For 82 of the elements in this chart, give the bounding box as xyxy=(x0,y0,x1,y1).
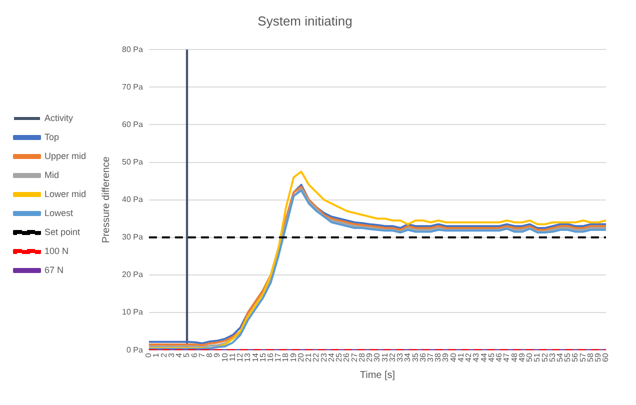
legend-label: Activity xyxy=(44,112,74,123)
x-tick-label: 43 xyxy=(472,352,481,362)
legend-label: Lower mid xyxy=(44,188,86,199)
x-tick-label: 17 xyxy=(274,352,283,362)
y-tick-label: 60 Pa xyxy=(122,120,144,129)
x-tick-label: 24 xyxy=(326,352,336,362)
x-tick-label: 5 xyxy=(182,352,192,358)
x-tick-label: 34 xyxy=(403,352,412,362)
x-tick-label: 35 xyxy=(410,352,420,362)
y-tick-label: 0 Pa xyxy=(126,345,144,354)
legend-label: 67 N xyxy=(44,264,64,275)
legend-label: Set point xyxy=(44,226,81,237)
x-tick-label: 41 xyxy=(456,352,466,362)
x-tick-label: 6 xyxy=(190,352,199,358)
x-tick-label: 53 xyxy=(548,352,557,362)
legend-label: 100 N xyxy=(44,246,69,256)
x-tick-label: 39 xyxy=(441,352,450,362)
x-tick-label: 21 xyxy=(304,352,314,362)
x-tick-label: 52 xyxy=(540,352,550,362)
x-tick-label: 8 xyxy=(205,352,214,358)
x-tick-label: 48 xyxy=(510,352,519,362)
x-tick-label: 37 xyxy=(426,352,435,362)
x-tick-label: 3 xyxy=(166,352,176,358)
x-tick-label: 30 xyxy=(372,352,382,362)
x-tick-label: 18 xyxy=(281,352,290,362)
y-tick-label: 40 Pa xyxy=(122,195,144,204)
x-tick-label: 7 xyxy=(197,352,206,358)
y-axis-title: Pressure difference xyxy=(100,156,112,244)
x-tick-label: 15 xyxy=(258,352,268,362)
y-tick-label: 70 Pa xyxy=(122,82,144,92)
x-tick-label: 26 xyxy=(342,352,352,362)
x-tick-label: 10 xyxy=(220,352,230,362)
x-tick-label: 14 xyxy=(250,352,260,362)
chart-title: System initiating xyxy=(258,13,352,28)
x-tick-label: 33 xyxy=(396,352,405,362)
x-tick-label: 19 xyxy=(288,352,298,362)
x-tick-label: 50 xyxy=(525,352,534,362)
x-tick-label: 16 xyxy=(266,352,276,362)
x-tick-label: 38 xyxy=(434,352,443,362)
x-tick-label: 12 xyxy=(236,352,245,362)
x-tick-label: 23 xyxy=(319,352,328,362)
x-tick-label: 44 xyxy=(479,352,488,362)
x-tick-label: 45 xyxy=(486,352,496,362)
x-tick-label: 11 xyxy=(228,352,237,362)
x-tick-label: 22 xyxy=(312,352,321,362)
x-tick-label: 13 xyxy=(243,352,252,362)
x-tick-label: 49 xyxy=(517,352,526,362)
y-tick-label: 30 Pa xyxy=(122,232,144,242)
x-tick-label: 59 xyxy=(594,352,603,362)
x-tick-label: 60 xyxy=(601,352,610,362)
y-tick-label: 10 Pa xyxy=(122,308,144,317)
x-tick-label: 4 xyxy=(174,352,184,358)
legend-label: Mid xyxy=(44,170,60,180)
x-tick-label: 55 xyxy=(563,352,572,362)
y-tick-label: 50 Pa xyxy=(122,157,144,166)
x-tick-label: 32 xyxy=(388,352,397,362)
legend-label: Lowest xyxy=(44,208,74,218)
x-tick-label: 31 xyxy=(380,352,390,362)
x-tick-label: 2 xyxy=(159,352,168,358)
x-tick-label: 29 xyxy=(365,352,374,362)
x-tick-label: 1 xyxy=(152,352,161,358)
x-tick-label: 54 xyxy=(555,352,564,362)
y-tick-label: 20 Pa xyxy=(122,270,144,280)
x-tick-label: 9 xyxy=(212,352,222,358)
x-tick-label: 20 xyxy=(296,352,306,362)
y-tick-label: 80 Pa xyxy=(122,44,144,54)
x-tick-label: 47 xyxy=(502,352,512,362)
x-tick-label: 51 xyxy=(532,352,542,362)
x-tick-label: 36 xyxy=(418,352,428,362)
x-tick-label: 28 xyxy=(357,352,366,362)
x-tick-label: 56 xyxy=(570,352,580,362)
x-tick-label: 40 xyxy=(448,352,458,362)
legend-label: Top xyxy=(44,132,60,142)
x-tick-label: 58 xyxy=(586,352,595,362)
x-tick-label: 57 xyxy=(578,352,588,362)
x-tick-label: 27 xyxy=(350,352,359,362)
legend-label: Upper mid xyxy=(44,150,86,161)
x-tick-label: 25 xyxy=(334,352,344,362)
x-axis-title: Time [s] xyxy=(360,370,396,381)
x-tick-label: 0 xyxy=(144,352,154,358)
x-tick-label: 46 xyxy=(494,352,504,362)
x-tick-label: 42 xyxy=(464,352,474,362)
